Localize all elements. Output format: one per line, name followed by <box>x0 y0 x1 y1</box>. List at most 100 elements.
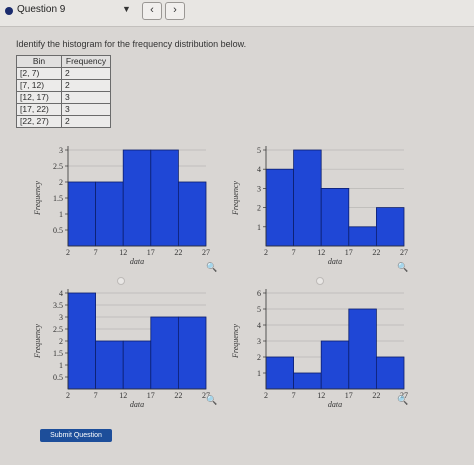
y-tick-label: 2.5 <box>53 325 63 334</box>
x-tick-label: 22 <box>372 248 380 257</box>
y-tick-label: 3 <box>257 337 261 346</box>
x-tick-label: 2 <box>264 391 268 400</box>
table-row: [22, 27) 2 <box>16 115 111 128</box>
x-tick-label: 7 <box>94 248 98 257</box>
x-tick-label: 22 <box>174 248 182 257</box>
x-tick-label: 2 <box>264 248 268 257</box>
y-tick-label: 4 <box>257 321 261 330</box>
y-tick-label: 0.5 <box>53 373 63 382</box>
question-prompt: Identify the histogram for the frequency… <box>16 39 247 49</box>
question-header: Question 9 ▼ ‹ › <box>0 0 474 27</box>
zoom-icon[interactable]: 🔍 <box>397 395 409 405</box>
histogram-bar <box>122 149 152 247</box>
y-axis-label: Frequency <box>231 181 240 216</box>
histogram-bar <box>348 226 377 247</box>
y-axis-label: Frequency <box>33 181 42 216</box>
x-tick-label: 12 <box>317 391 325 400</box>
frequency-cell: 3 <box>61 103 111 116</box>
histogram-bar <box>265 356 295 390</box>
x-axis-label: data <box>130 257 144 266</box>
frequency-cell: 2 <box>61 79 111 92</box>
y-tick-label: 1 <box>257 223 261 232</box>
x-axis-label: data <box>328 400 342 409</box>
y-tick-label: 2 <box>59 337 63 346</box>
x-axis-label: data <box>130 400 144 409</box>
submit-question-button[interactable]: Submit Question <box>40 429 112 442</box>
histogram-bar <box>67 292 97 390</box>
question-label: Question 9 <box>17 4 66 15</box>
frequency-cell: 2 <box>61 67 111 80</box>
zoom-icon[interactable]: 🔍 <box>206 262 218 272</box>
histogram-bar <box>375 356 405 390</box>
table-row: [2, 7) 2 <box>16 67 111 80</box>
y-tick-label: 2 <box>59 178 63 187</box>
histogram-bar <box>177 181 207 247</box>
frequency-table: Bin Frequency [2, 7) 2 [7, 12) 2 [12, 17… <box>16 55 111 128</box>
histogram-bar <box>375 207 405 247</box>
histogram-bar <box>293 372 322 390</box>
bin-cell: [22, 27) <box>16 115 62 128</box>
histogram-bar <box>67 181 97 247</box>
bin-cell: [2, 7) <box>16 67 62 80</box>
y-tick-label: 5 <box>257 146 261 155</box>
x-tick-label: 27 <box>400 391 408 400</box>
histogram-bar <box>95 340 124 390</box>
table-row: [7, 12) 2 <box>16 79 111 92</box>
histogram-bar <box>122 340 152 390</box>
y-tick-label: 2 <box>257 204 261 213</box>
y-tick-label: 2 <box>257 353 261 362</box>
histogram-bar <box>348 308 377 390</box>
y-tick-label: 1.5 <box>53 194 63 203</box>
y-tick-label: 1.5 <box>53 349 63 358</box>
x-tick-label: 7 <box>292 391 296 400</box>
x-tick-label: 17 <box>345 248 353 257</box>
x-tick-label: 27 <box>202 391 210 400</box>
y-tick-label: 1 <box>59 210 63 219</box>
y-tick-label: 3 <box>59 313 63 322</box>
question-dropdown-caret-icon[interactable]: ▼ <box>122 4 131 14</box>
option-a-radio[interactable] <box>117 277 125 285</box>
prev-question-button[interactable]: ‹ <box>142 2 162 20</box>
y-tick-label: 5 <box>257 305 261 314</box>
bin-cell: [17, 22) <box>16 103 62 116</box>
y-tick-label: 2.5 <box>53 162 63 171</box>
x-tick-label: 17 <box>345 391 353 400</box>
zoom-icon[interactable]: 🔍 <box>206 395 218 405</box>
histogram-bar <box>293 149 322 247</box>
option-b-radio[interactable] <box>316 277 324 285</box>
histogram-bar <box>150 316 179 390</box>
histogram-bar <box>177 316 207 390</box>
x-axis-label: data <box>328 257 342 266</box>
x-tick-label: 22 <box>174 391 182 400</box>
bin-cell: [12, 17) <box>16 91 62 104</box>
x-tick-label: 2 <box>66 248 70 257</box>
y-tick-label: 3.5 <box>53 301 63 310</box>
x-tick-label: 12 <box>119 248 127 257</box>
frequency-cell: 2 <box>61 115 111 128</box>
y-axis-label: Frequency <box>231 324 240 359</box>
y-axis-label: Frequency <box>33 324 42 359</box>
column-header-frequency: Frequency <box>61 55 111 68</box>
x-tick-label: 12 <box>317 248 325 257</box>
x-tick-label: 7 <box>94 391 98 400</box>
x-tick-label: 2 <box>66 391 70 400</box>
zoom-icon[interactable]: 🔍 <box>397 262 409 272</box>
y-tick-label: 3 <box>257 184 261 193</box>
table-row: [12, 17) 3 <box>16 91 111 104</box>
column-header-bin: Bin <box>16 55 62 68</box>
table-header-row: Bin Frequency <box>16 55 111 68</box>
y-tick-label: 1 <box>59 361 63 370</box>
x-tick-label: 22 <box>372 391 380 400</box>
next-question-button[interactable]: › <box>165 2 185 20</box>
x-tick-label: 12 <box>119 391 127 400</box>
histogram-bar <box>95 181 124 247</box>
x-tick-label: 27 <box>202 248 210 257</box>
y-tick-label: 4 <box>257 165 261 174</box>
x-tick-label: 7 <box>292 248 296 257</box>
y-tick-label: 3 <box>59 146 63 155</box>
histogram-bar <box>265 168 295 247</box>
